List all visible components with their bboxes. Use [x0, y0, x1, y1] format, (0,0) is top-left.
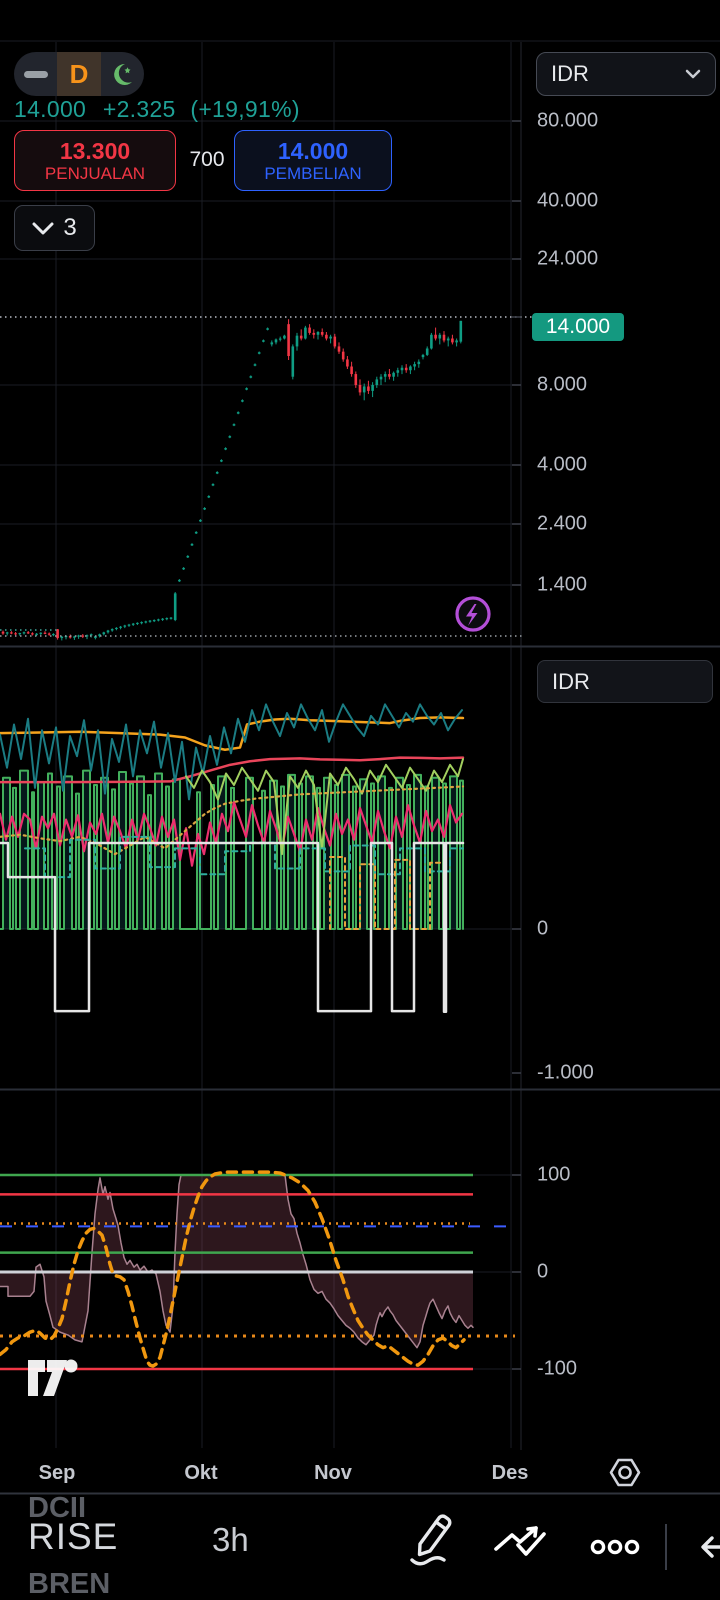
price-axis-label: 8.000	[537, 373, 588, 396]
symbol-button[interactable]: RISE	[28, 1516, 119, 1557]
price-change-pct-text: (+19,91%)	[190, 96, 300, 122]
watchlist-next-symbol[interactable]: BREN	[28, 1568, 111, 1600]
axis-settings-button[interactable]	[609, 1458, 641, 1487]
night-mode-button[interactable]	[101, 52, 144, 96]
buy-price: 14.000	[277, 137, 349, 164]
price-axis-label: 24.000	[537, 247, 599, 270]
currency-select[interactable]: IDR	[536, 52, 716, 96]
time-axis-label: Nov	[314, 1462, 352, 1484]
pencil-icon	[410, 1514, 452, 1566]
tradingview-logo	[28, 1359, 78, 1396]
price-change-row: 14.000 +2.325 (+19,91%)	[14, 96, 300, 123]
more-icon	[590, 1539, 640, 1555]
pane3-axis-label: 0	[537, 1260, 549, 1283]
price-change-text: +2.325	[102, 96, 176, 122]
sell-label: PENJUALAN	[44, 163, 146, 183]
chevron-down-icon	[32, 222, 54, 234]
indicators-button[interactable]	[492, 1515, 550, 1561]
hexagon-icon	[609, 1458, 641, 1487]
interval-pill[interactable]: D	[14, 52, 144, 96]
arrow-left-icon	[701, 1536, 720, 1558]
interval-d-button[interactable]: D	[57, 52, 101, 96]
pane3-axis-label: -100	[537, 1357, 578, 1380]
last-price-text: 14.000	[14, 96, 87, 122]
pane2-axis-label: 0	[537, 917, 549, 940]
pane2-currency-select[interactable]: IDR	[537, 660, 713, 703]
price-axis-label: 40.000	[537, 189, 599, 212]
time-axis-label: Des	[491, 1462, 529, 1484]
price-axis-label: 2.400	[537, 512, 588, 535]
watchlist-prev-symbol[interactable]: DCII	[28, 1492, 86, 1524]
collapse-toolbar-button[interactable]	[14, 52, 57, 96]
quick-trade-button[interactable]	[452, 593, 494, 635]
price-axis-label: 80.000	[537, 109, 599, 132]
spread-value: 700	[189, 148, 225, 171]
toolbar-divider	[665, 1524, 667, 1570]
moon-icon	[114, 63, 133, 85]
buy-label: PEMBELIAN	[264, 163, 362, 183]
sell-price: 13.300	[59, 137, 131, 164]
drawings-dropdown[interactable]: 3	[14, 205, 95, 251]
currency-select-value: IDR	[551, 61, 589, 86]
drawings-count: 3	[63, 214, 77, 241]
lightning-icon	[466, 604, 478, 626]
minus-icon	[23, 70, 48, 78]
buy-button[interactable]: 14.000 PEMBELIAN	[234, 130, 392, 191]
more-options-button[interactable]	[589, 1537, 641, 1557]
indicators-icon	[494, 1526, 546, 1556]
back-button[interactable]	[698, 1534, 720, 1560]
chevron-down-icon	[685, 69, 701, 79]
last-price-tag: 14.000	[532, 313, 624, 341]
drawing-tools-button[interactable]	[406, 1508, 462, 1568]
interval-button[interactable]: 3h	[212, 1521, 249, 1558]
pane2-currency-value: IDR	[552, 668, 590, 694]
pane2-axis-label: -1.000	[537, 1061, 594, 1084]
price-axis-label: 1.400	[537, 573, 588, 596]
pane3-axis-label: 100	[537, 1163, 571, 1186]
time-axis-label: Okt	[184, 1462, 218, 1484]
time-axis-label: Sep	[38, 1462, 76, 1484]
interval-label: D	[69, 58, 89, 89]
price-axis-label: 4.000	[537, 453, 588, 476]
sell-button[interactable]: 13.300 PENJUALAN	[14, 130, 176, 191]
